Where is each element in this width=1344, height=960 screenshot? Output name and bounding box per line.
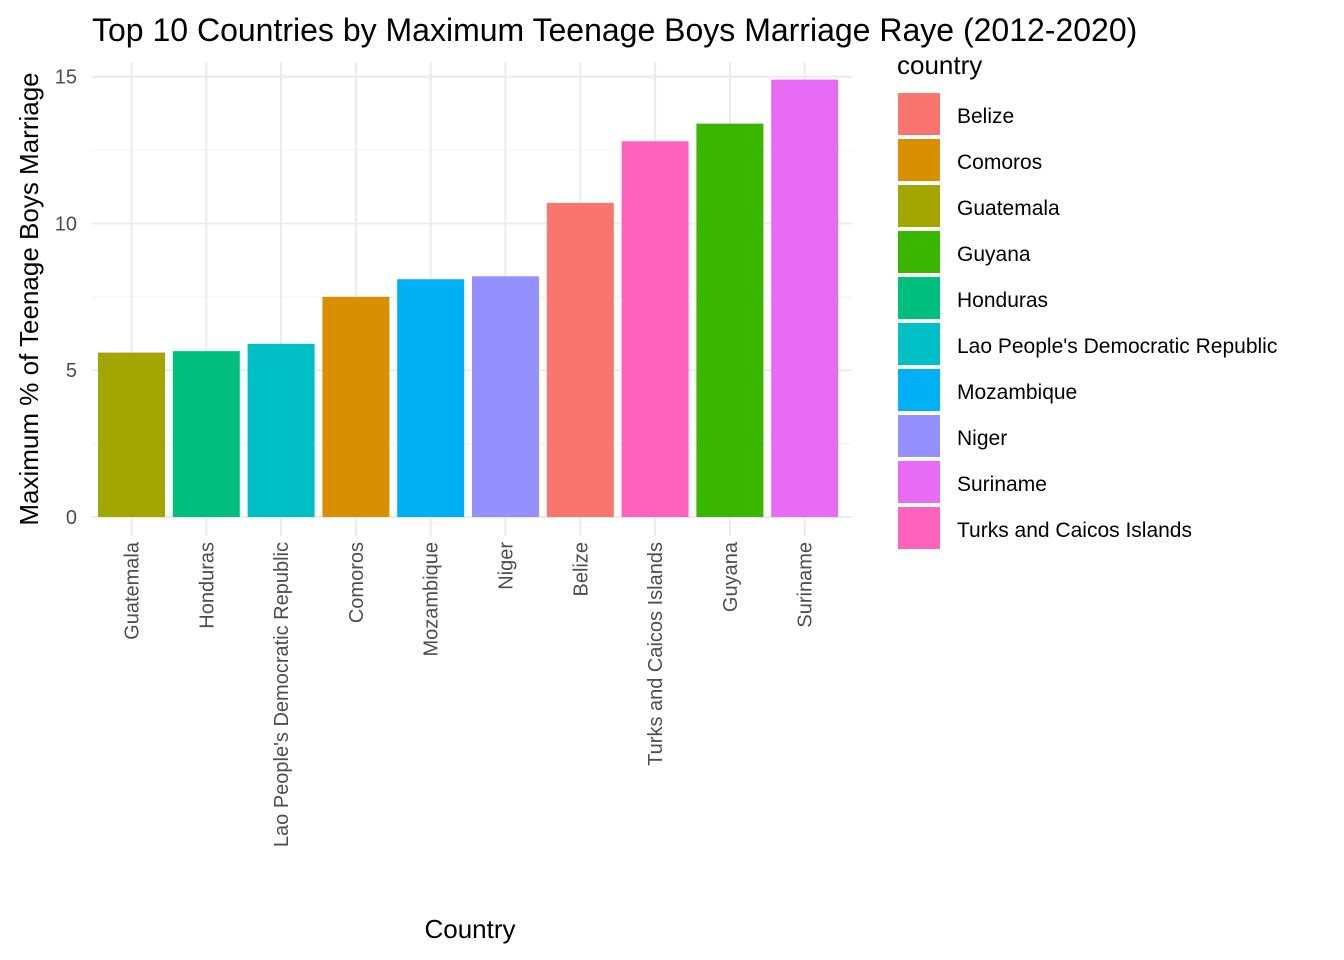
legend-label-turks-and-caicos-islands: Turks and Caicos Islands bbox=[957, 519, 1192, 542]
legend-swatch-belize bbox=[898, 93, 940, 135]
legend-label-lao-people-s-democratic-republic: Lao People's Democratic Republic bbox=[957, 335, 1277, 358]
legend-label-honduras: Honduras bbox=[957, 289, 1048, 312]
x-tick-label-8: Turks and Caicos Islands bbox=[645, 542, 667, 766]
bar-turks-and-caicos-islands bbox=[621, 141, 689, 518]
legend-label-comoros: Comoros bbox=[957, 151, 1042, 174]
bars-layer bbox=[98, 79, 839, 518]
legend-swatch-turks-and-caicos-islands bbox=[898, 507, 940, 549]
legend-swatch-comoros bbox=[898, 139, 940, 181]
x-tick-label-5: Mozambique bbox=[421, 542, 443, 657]
x-tick-label-1: Guatemala bbox=[122, 541, 144, 640]
legend-swatch-guatemala bbox=[898, 185, 940, 227]
ticks-layer: 0 5 10 15 Guatemala Honduras Lao People's Demo… bbox=[55, 67, 817, 847]
x-tick-label-4: Comoros bbox=[346, 542, 368, 623]
bar-mozambique bbox=[397, 279, 465, 517]
bar-guatemala bbox=[98, 352, 165, 517]
bar-guyana bbox=[696, 123, 764, 517]
legend-swatch-lao-people-s-democratic-republic bbox=[898, 323, 940, 365]
legend-swatch-mozambique bbox=[898, 369, 940, 411]
legend-swatch-honduras bbox=[898, 277, 940, 319]
bar-honduras bbox=[172, 351, 240, 517]
legend-label-mozambique: Mozambique bbox=[957, 381, 1077, 404]
legend-label-guyana: Guyana bbox=[957, 243, 1031, 266]
legend-label-guatemala: Guatemala bbox=[957, 197, 1060, 220]
y-tick-label-15: 15 bbox=[55, 67, 77, 89]
legend-label-belize: Belize bbox=[957, 105, 1014, 128]
x-tick-label-10: Suriname bbox=[795, 542, 817, 628]
legend-label-niger: Niger bbox=[957, 427, 1007, 450]
bar-niger bbox=[472, 276, 539, 517]
legend-swatch-guyana bbox=[898, 231, 940, 273]
x-tick-label-6: Niger bbox=[496, 542, 518, 590]
legend-swatch-suriname bbox=[898, 461, 940, 503]
bar-comoros bbox=[322, 296, 390, 517]
x-tick-label-7: Belize bbox=[570, 542, 592, 596]
y-tick-label-0: 0 bbox=[66, 507, 77, 529]
bar-suriname bbox=[771, 79, 839, 517]
y-tick-label-5: 5 bbox=[66, 360, 77, 382]
x-axis-title: Country bbox=[424, 914, 515, 944]
x-tick-label-9: Guyana bbox=[720, 541, 742, 612]
chart-title: Top 10 Countries by Maximum Teenage Boys… bbox=[92, 12, 1137, 48]
legend: country Belize Comoros Guatemala Guyana Hond… bbox=[897, 50, 1277, 549]
bar-belize bbox=[546, 202, 614, 517]
x-tick-label-2: Honduras bbox=[196, 542, 218, 629]
bar-lao-people-s-democratic-republic bbox=[247, 343, 315, 517]
y-tick-label-10: 10 bbox=[55, 213, 77, 235]
legend-label-suriname: Suriname bbox=[957, 473, 1047, 496]
x-tick-label-3: Lao People's Democratic Republic bbox=[271, 542, 293, 847]
legend-title: country bbox=[897, 50, 982, 80]
y-axis-title: Maximum % of Teenage Boys Marriage bbox=[14, 72, 44, 525]
legend-swatch-niger bbox=[898, 415, 940, 457]
